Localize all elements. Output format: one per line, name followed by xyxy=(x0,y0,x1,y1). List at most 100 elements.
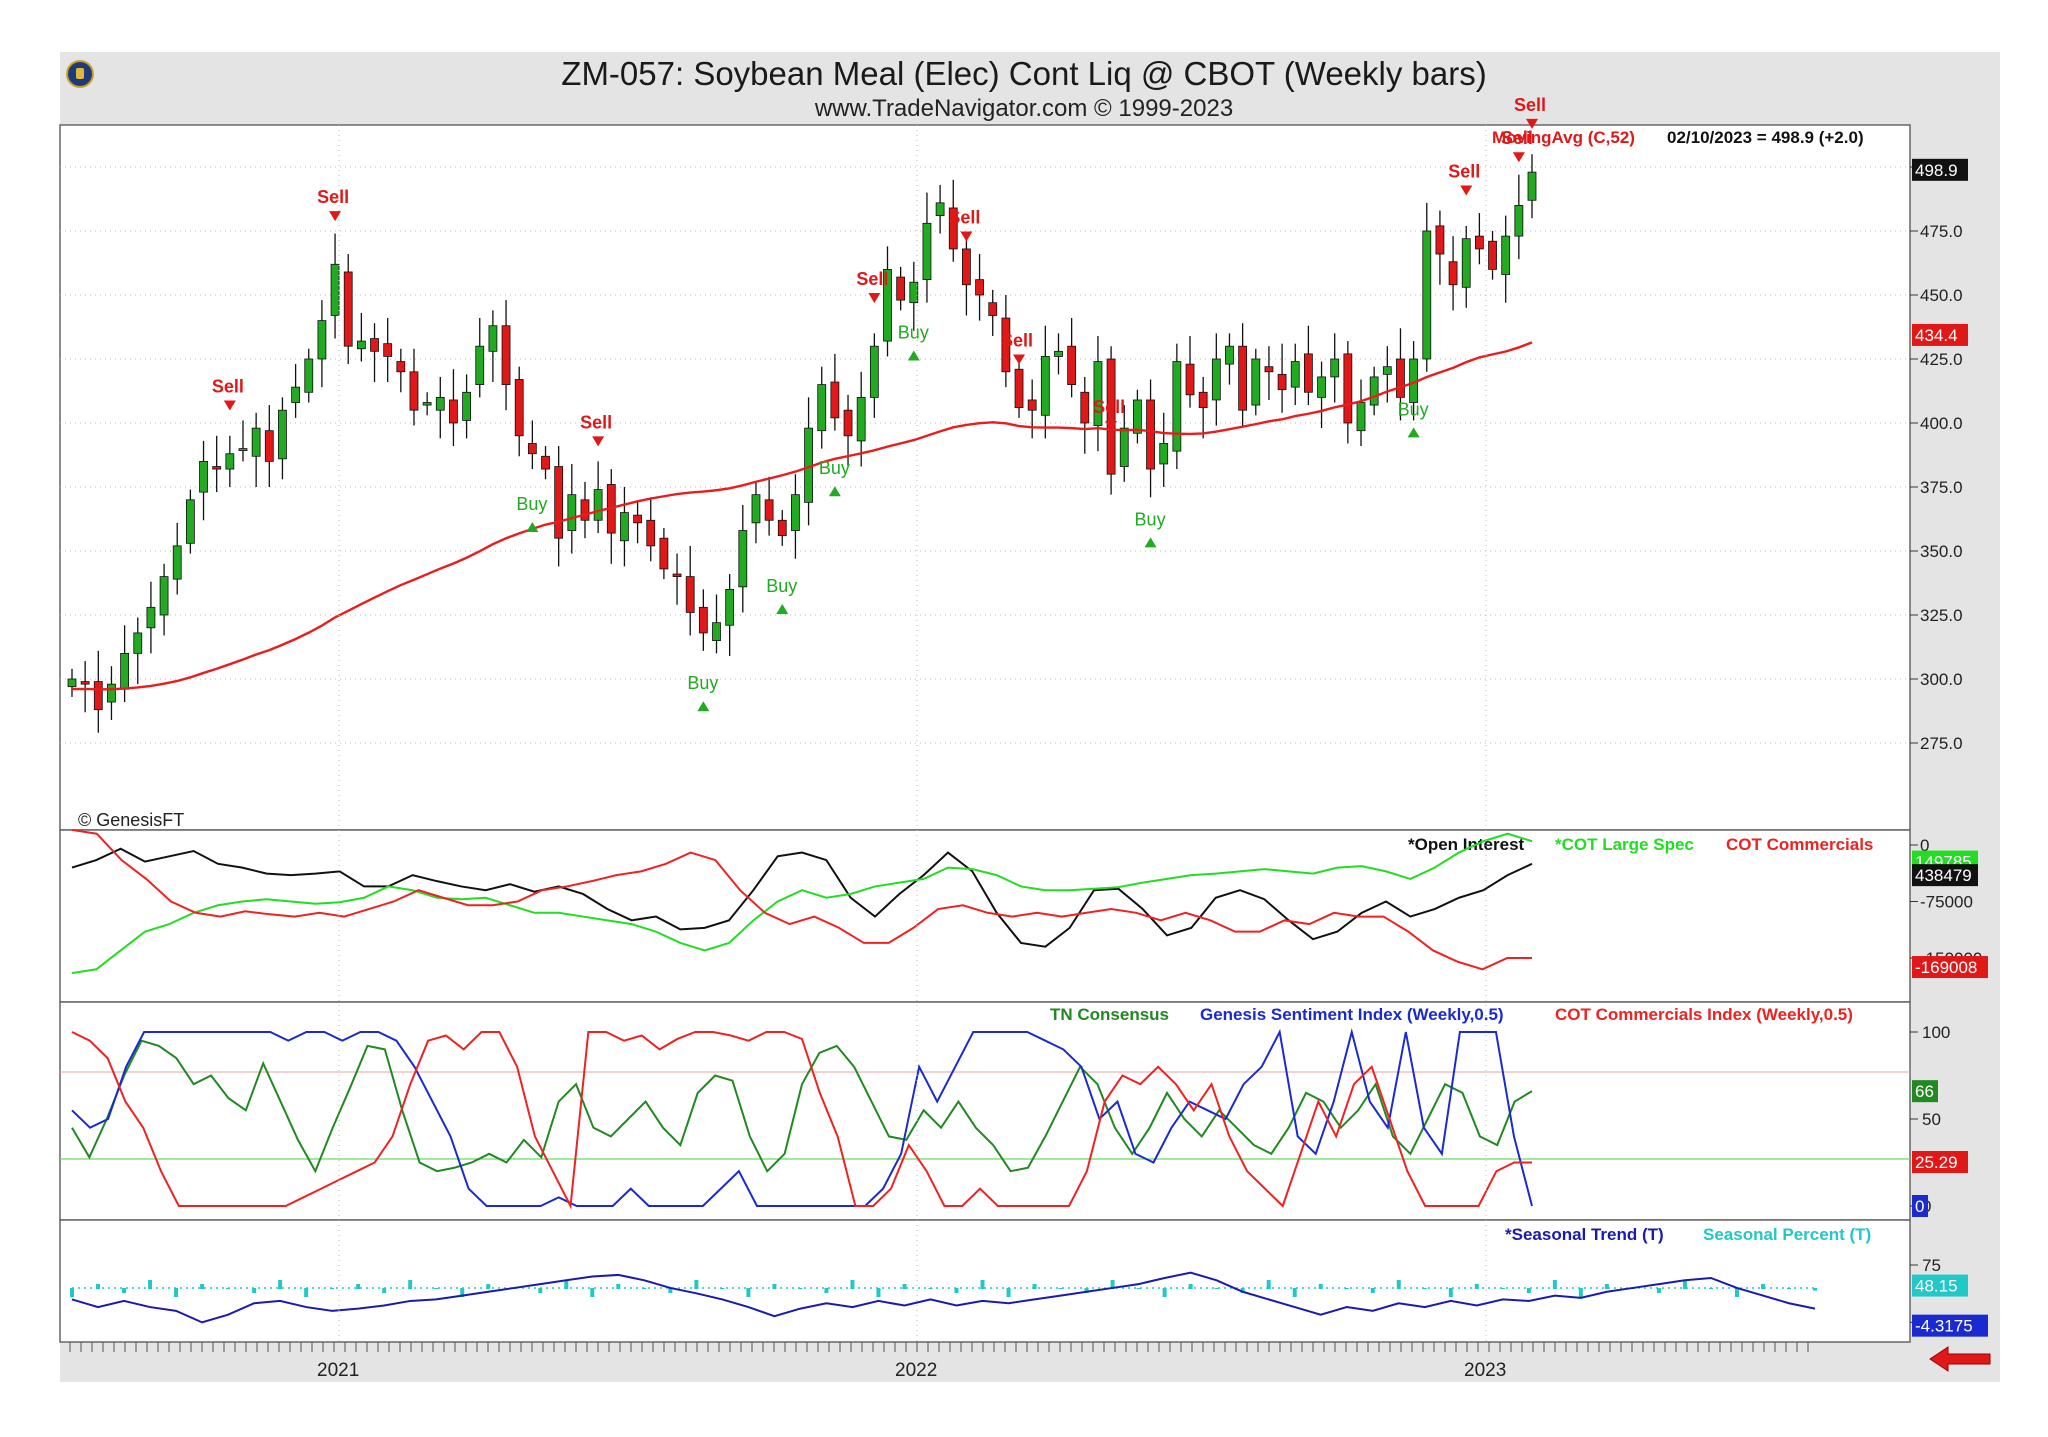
candle-body xyxy=(1133,399,1142,434)
sent-tick-label: 100 xyxy=(1922,1023,1950,1042)
sent-series-2 xyxy=(71,1031,1532,1210)
red-left-arrow-icon[interactable] xyxy=(1928,1345,1992,1373)
candle-body xyxy=(1146,399,1155,470)
candle-body xyxy=(922,222,932,281)
price-tick-label: 475.0 xyxy=(1920,222,1963,241)
candle-body xyxy=(777,519,787,537)
price-tick-label: 325.0 xyxy=(1920,606,1963,625)
sent-genesis-tag: 0 xyxy=(1915,1197,1924,1216)
seas-trend-tag: -4.3175 xyxy=(1915,1317,1973,1336)
candle-body xyxy=(1474,235,1484,250)
candle-body xyxy=(1172,361,1182,452)
candle-body xyxy=(672,573,682,577)
price-tick-label: 275.0 xyxy=(1920,734,1963,753)
x-tick-label: 2023 xyxy=(1464,1360,1506,1381)
seas-trend-tag-bg xyxy=(1912,1314,1988,1337)
sell-signal-label: Sell xyxy=(317,187,349,207)
candle-body xyxy=(1093,361,1103,426)
candle-body xyxy=(1198,391,1208,409)
candle-body xyxy=(935,202,945,217)
ma-value-tag: 434.4 xyxy=(1915,326,1958,345)
candle-body xyxy=(1040,356,1050,416)
candle-body xyxy=(159,576,169,616)
candle-body xyxy=(251,427,261,457)
candle-body xyxy=(383,343,393,357)
price-tick-label: 375.0 xyxy=(1920,478,1963,497)
seas-tick-label: 75 xyxy=(1922,1256,1941,1275)
candle-body xyxy=(1514,204,1524,237)
buy-signal-arrow xyxy=(776,603,789,614)
sell-signal-arrow xyxy=(1105,421,1118,431)
sent-tn-tag: 66 xyxy=(1915,1082,1934,1101)
candle-body xyxy=(1080,391,1090,424)
buy-signal-label: Buy xyxy=(687,673,718,693)
legend-seasonal-percent: Seasonal Percent (T) xyxy=(1703,1225,1871,1244)
cot-series-1 xyxy=(71,832,1533,975)
candle-body xyxy=(1159,443,1169,465)
candle-body xyxy=(975,279,984,296)
cot-comm-tag-bg xyxy=(1912,956,1988,979)
candle-body xyxy=(1119,427,1129,467)
candle-body xyxy=(962,248,971,286)
price-tick-label: 450.0 xyxy=(1920,286,1963,305)
candle-body xyxy=(1396,358,1405,398)
candle-body xyxy=(554,466,564,539)
moving-average-line xyxy=(71,341,1533,691)
candle-body xyxy=(1422,230,1432,360)
candle-body xyxy=(1488,240,1497,270)
seasonal-plot xyxy=(70,1271,1817,1324)
candle-body xyxy=(1290,361,1300,388)
cot-series-2 xyxy=(71,828,1532,971)
sent-cotidx-tag-bg xyxy=(1912,1150,1968,1173)
candle-body xyxy=(449,399,458,424)
candle-body xyxy=(541,455,550,470)
app-logo-icon[interactable] xyxy=(66,60,94,88)
candle-body xyxy=(1303,353,1313,393)
sent-tick-label: 50 xyxy=(1922,1110,1941,1129)
sell-signal-arrow xyxy=(223,400,236,411)
cot-oi-tag: 438479 xyxy=(1915,866,1972,885)
seasonal-panel xyxy=(59,1219,1911,1343)
last-price-tag: 498.9 xyxy=(1915,161,1958,180)
candle-body xyxy=(225,453,235,470)
candle-body xyxy=(501,325,511,386)
legend-cot-comm-index: COT Commercials Index (Weekly,0.5) xyxy=(1555,1005,1853,1024)
cot-comm-tag: -169008 xyxy=(1915,958,1977,977)
sell-signal-arrow xyxy=(960,231,973,242)
moving-avg-label: MovingAvg (C,52) xyxy=(1492,128,1635,147)
buy-signal-arrow xyxy=(828,486,841,497)
sent-series-1 xyxy=(71,1028,1533,1207)
candle-body xyxy=(1382,366,1392,375)
candle-body xyxy=(738,530,748,588)
sell-signal-arrow xyxy=(1526,118,1538,129)
legend-cot-large-spec: *COT Large Spec xyxy=(1555,835,1694,854)
candle-body xyxy=(1185,363,1195,396)
seas-pct-tag-bg xyxy=(1912,1274,1968,1297)
candle-body xyxy=(1067,345,1077,386)
seas-pct-tag: 48.15 xyxy=(1915,1277,1958,1296)
sentiment-plot xyxy=(71,1028,1533,1210)
candle-body xyxy=(199,460,208,493)
sell-signal-label: Sell xyxy=(1448,161,1480,181)
buy-signal-label: Buy xyxy=(1135,509,1166,529)
candle-body xyxy=(817,384,827,432)
candle-body xyxy=(278,409,287,460)
sell-signal-arrow xyxy=(1512,152,1525,163)
candle-body xyxy=(527,443,537,455)
candle-body xyxy=(1054,350,1063,357)
axes: 500.0475.0450.0425.0400.0375.0350.0325.0… xyxy=(69,125,1988,1381)
candle-body xyxy=(1225,345,1234,365)
candle-body xyxy=(514,379,524,437)
candle-body xyxy=(475,345,485,386)
cot-plot xyxy=(71,828,1533,975)
candle-body xyxy=(646,519,656,547)
candle-body xyxy=(422,402,432,406)
candle-body xyxy=(435,396,445,411)
sell-signal-arrow xyxy=(1460,185,1473,196)
sell-signal-arrow xyxy=(329,211,342,222)
candle-body xyxy=(1461,238,1471,288)
candle-body xyxy=(593,489,603,521)
buy-signal-label: Buy xyxy=(898,323,929,343)
candle-body xyxy=(1264,366,1274,373)
candle-body xyxy=(172,545,182,580)
